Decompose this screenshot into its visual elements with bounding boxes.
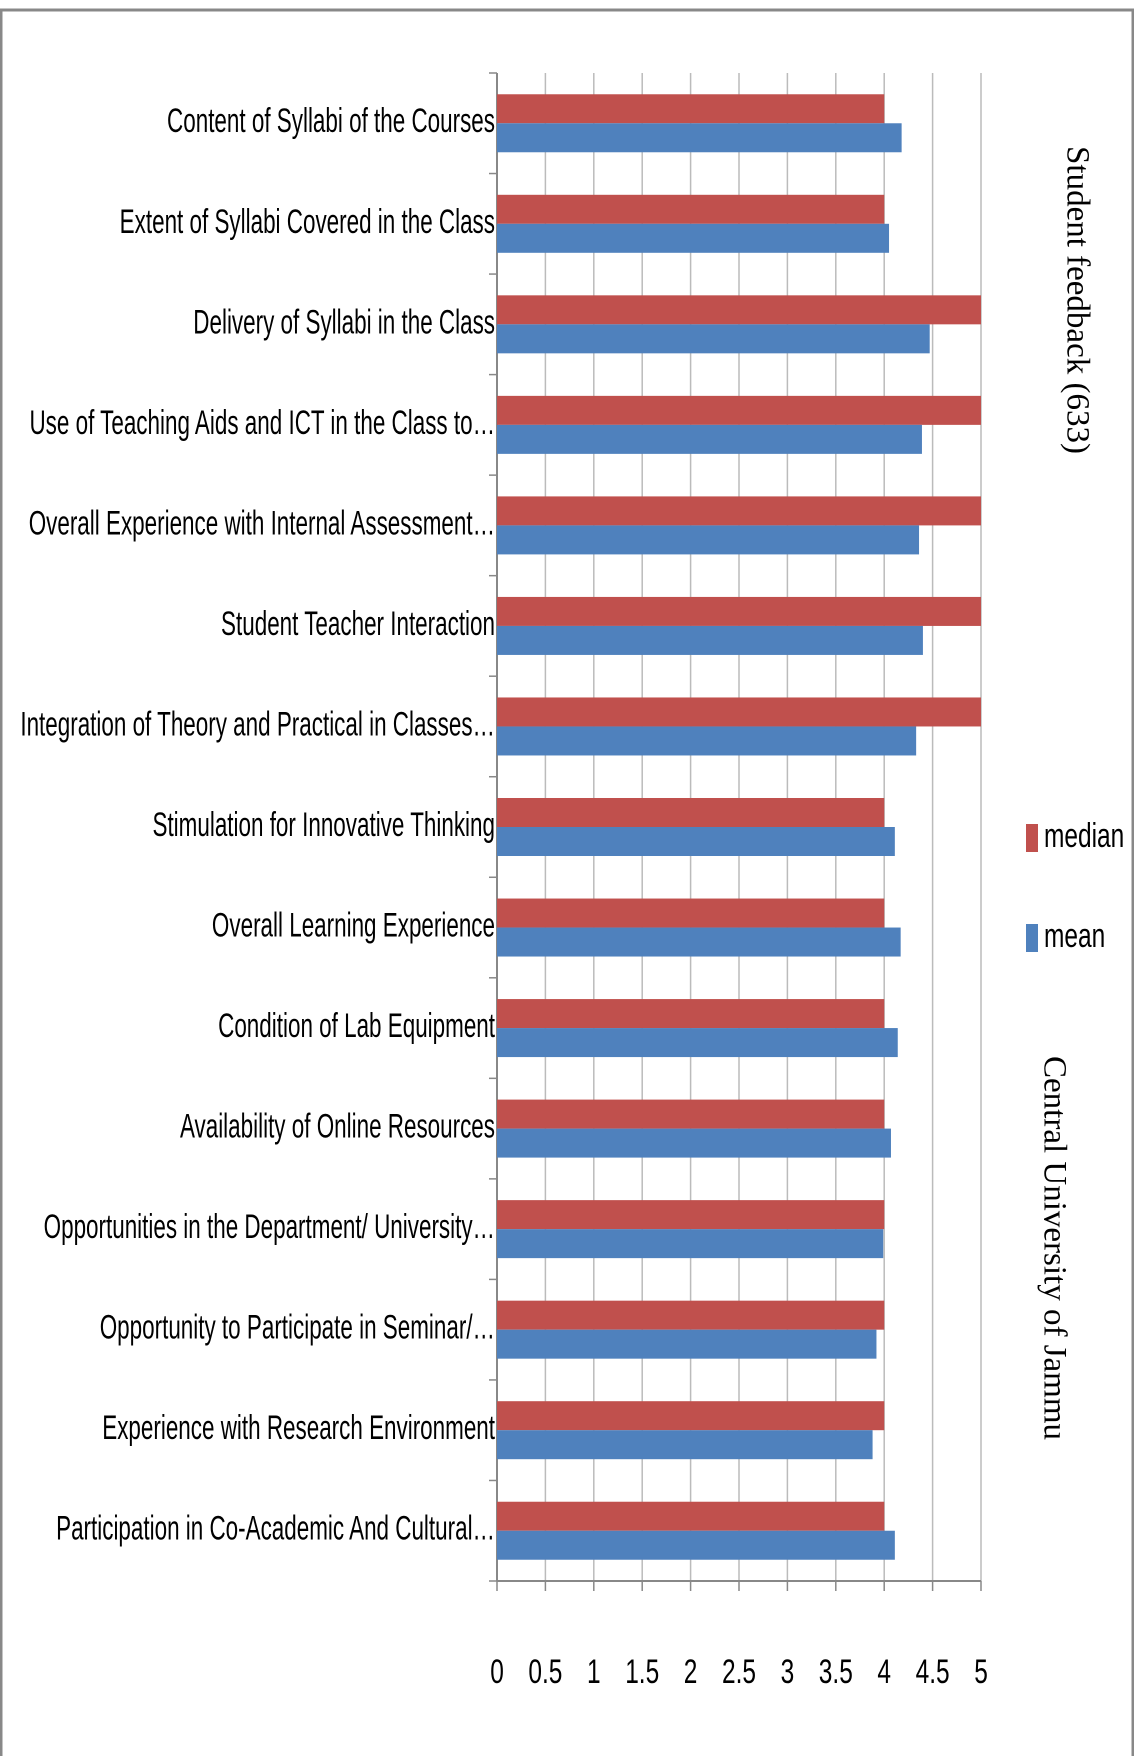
y-tick-label: Extent of Syllabi Covered in the Class [120,203,495,241]
x-tick-group: 3.5 [819,1653,853,1691]
y-tick-label: Condition of Lab Equipment [218,1008,495,1046]
x-tick-group: 2 [684,1653,698,1691]
legend-group: mean [1044,917,1105,955]
y-label-group: Experience with Research Environment [102,1410,495,1448]
y-tick-label: Opportunities in the Department/ Univers… [44,1209,495,1247]
chart-subtitle: Central University of Jammu [1036,1056,1072,1440]
y-tick-label: Use of Teaching Aids and ICT in the Clas… [29,404,495,442]
legend-label: median [1044,817,1124,855]
y-label-group: Condition of Lab Equipment [218,1008,495,1046]
bar [497,94,885,124]
x-tick-group: 4.5 [916,1653,950,1691]
y-label-group: Overall Experience with Internal Assessm… [29,505,495,543]
y-tick-label: Availability of Online Resources [180,1108,495,1146]
bar [497,827,895,856]
y-label-group: Opportunities in the Department/ Univers… [44,1209,495,1247]
y-tick-label: Integration of Theory and Practical in C… [20,706,495,744]
x-tick-label: 4 [877,1653,891,1691]
bar [497,1229,884,1259]
bar [497,1200,885,1230]
x-tick-group: 3 [781,1653,795,1691]
x-tick-group: 4 [877,1653,891,1691]
y-tick-label: Participation in Co-Academic And Cultura… [56,1510,495,1548]
bar [497,1128,891,1158]
bar [497,194,885,224]
x-tick-label: 2 [684,1653,698,1691]
y-tick-label: Delivery of Syllabi in the Class [193,304,495,342]
bar [497,1501,885,1531]
bar [497,295,981,325]
bar [497,1099,885,1129]
bar [497,798,885,827]
x-tick-group: 1.5 [625,1653,659,1691]
y-tick-label: Overall Experience with Internal Assessm… [29,505,495,543]
x-tick-label: 5 [974,1653,988,1691]
bar [497,1530,895,1560]
y-tick-label: Student Teacher Interaction [221,605,495,643]
legend-swatch [1026,824,1038,852]
x-tick-label: 1.5 [625,1653,659,1691]
y-label-group: Use of Teaching Aids and ICT in the Clas… [29,404,495,442]
x-tick-group: 2.5 [722,1653,756,1691]
x-tick-label: 4.5 [916,1653,950,1691]
x-tick-label: 0 [490,1653,504,1691]
x-tick-label: 0.5 [528,1653,562,1691]
bar [497,1430,873,1460]
x-tick-label: 3 [781,1653,795,1691]
y-label-group: Student Teacher Interaction [221,605,495,643]
y-label-group: Delivery of Syllabi in the Class [193,304,495,342]
x-tick-group: 1 [587,1653,601,1691]
y-label-group: Opportunity to Participate in Seminar/… [100,1309,495,1347]
frame [0,8,1134,1756]
legend-swatch [1026,924,1038,952]
bar [497,927,901,957]
bar [497,223,890,253]
y-label-group: Availability of Online Resources [180,1108,495,1146]
bar [497,625,923,655]
y-label-group: Extent of Syllabi Covered in the Class [120,203,495,241]
y-tick-label: Overall Learning Experience [212,907,495,945]
bar [497,395,981,425]
bar [497,999,885,1029]
y-label-group: Overall Learning Experience [212,907,495,945]
bar [497,596,981,626]
bar [497,123,902,153]
y-label-group: Stimulation for Innovative Thinking [152,806,495,844]
bar [497,1329,877,1359]
bar [497,898,885,928]
bar [497,1300,885,1330]
x-tick-label: 3.5 [819,1653,853,1691]
y-tick-label: Content of Syllabi of the Courses [167,103,495,141]
bar [497,525,920,555]
x-tick-group: 0.5 [528,1653,562,1691]
bar [497,697,981,727]
y-tick-label: Opportunity to Participate in Seminar/… [100,1309,495,1347]
x-tick-label: 2.5 [722,1653,756,1691]
y-tick-label: Stimulation for Innovative Thinking [152,806,495,844]
x-tick-group: 0 [490,1653,504,1691]
x-tick-group: 5 [974,1653,988,1691]
legend-group: median [1044,817,1124,855]
bar [497,324,930,354]
x-tick-label: 1 [587,1653,601,1691]
y-label-group: Content of Syllabi of the Courses [167,103,495,141]
bar [497,496,981,526]
y-label-group: Participation in Co-Academic And Cultura… [56,1510,495,1548]
bar [497,726,917,756]
y-tick-label: Experience with Research Environment [102,1410,495,1448]
y-label-group: Integration of Theory and Practical in C… [20,706,495,744]
legend-label: mean [1044,917,1105,955]
bar [497,1401,885,1431]
bar [497,424,922,454]
bar [497,1028,898,1058]
chart-title: Student feedback (633) [1059,146,1095,454]
